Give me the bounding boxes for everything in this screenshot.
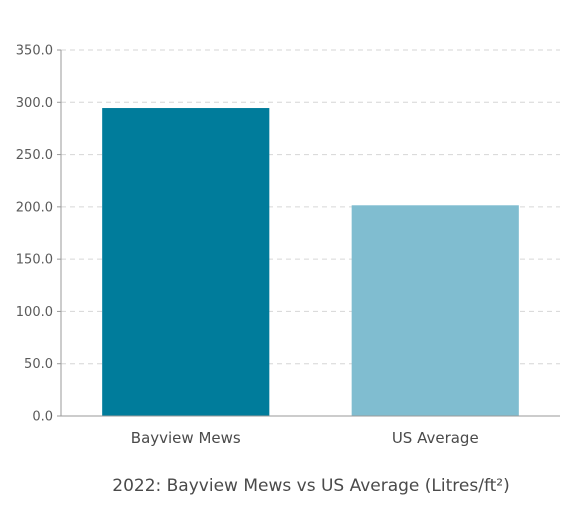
y-tick-label: 0.0 (32, 410, 53, 425)
y-axis-tick-labels: 0.0 50.0 100.0 150.0 200.0 250.0 300.0 350.0 (16, 44, 61, 425)
y-tick-label: 100.0 (16, 305, 53, 320)
bar-bayview-mews (102, 108, 270, 416)
x-category-label: Bayview Mews (131, 429, 241, 447)
y-tick-label: 250.0 (16, 148, 53, 163)
bars (102, 108, 519, 416)
chart-title: 2022: Bayview Mews vs US Average (Litres… (112, 476, 510, 496)
x-axis-category-labels: Bayview Mews US Average (131, 429, 479, 447)
x-category-label: US Average (392, 429, 479, 447)
y-tick-label: 200.0 (16, 200, 53, 215)
bar-us-average (351, 205, 519, 416)
y-tick-label: 350.0 (16, 44, 53, 59)
y-tick-label: 150.0 (16, 253, 53, 268)
y-tick-label: 300.0 (16, 96, 53, 111)
y-tick-label: 50.0 (24, 357, 53, 372)
